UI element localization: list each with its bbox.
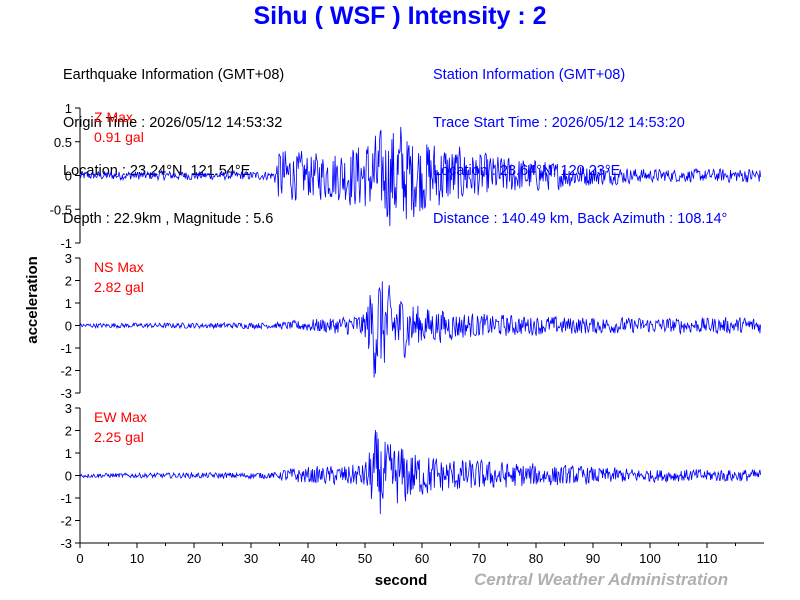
y-tick-label: 0 — [65, 469, 72, 484]
y-tick-label: -1 — [60, 491, 72, 506]
y-tick-label: -2 — [60, 364, 72, 379]
y-tick-label: 3 — [65, 251, 72, 266]
peak-value-ns: 2.82 gal — [94, 279, 144, 295]
trace-start-time: Trace Start Time : 2026/05/12 14:53:20 — [433, 115, 685, 131]
waveform-z — [79, 126, 761, 227]
station-info-heading: Station Information (GMT+08) — [433, 67, 626, 83]
earthquake-info-heading: Earthquake Information (GMT+08) — [63, 67, 285, 83]
distance-azimuth: Distance : 140.49 km, Back Azimuth : 108… — [433, 211, 728, 227]
component-label-z: Z Max — [94, 109, 133, 125]
component-label-ns: NS Max — [94, 259, 144, 275]
y-tick-label: 1 — [65, 446, 72, 461]
chart-title: Sihu ( WSF ) Intensity : 2 — [253, 2, 547, 30]
y-tick-label: 1 — [65, 101, 72, 116]
y-tick-label: 3 — [65, 401, 72, 416]
peak-value-z: 0.91 gal — [94, 129, 144, 145]
x-tick-label: 80 — [529, 551, 543, 566]
component-label-ew: EW Max — [94, 409, 147, 425]
agency-credit: Central Weather Administration — [474, 570, 729, 589]
y-axis-title: acceleration — [24, 256, 41, 344]
y-tick-label: 2 — [65, 424, 72, 439]
y-tick-label: 1 — [65, 296, 72, 311]
x-axis-title: second — [375, 572, 428, 589]
x-tick-label: 100 — [639, 551, 661, 566]
y-tick-label: 2 — [65, 274, 72, 289]
y-tick-label: -3 — [60, 386, 72, 401]
peak-value-ew: 2.25 gal — [94, 429, 144, 445]
waveform-ew — [79, 429, 761, 515]
y-tick-label: -2 — [60, 514, 72, 529]
x-tick-label: 60 — [415, 551, 429, 566]
x-tick-label: 70 — [472, 551, 486, 566]
x-tick-label: 20 — [187, 551, 201, 566]
x-tick-label: 10 — [130, 551, 144, 566]
y-tick-label: 0.5 — [54, 135, 72, 150]
x-tick-label: 30 — [244, 551, 258, 566]
x-tick-label: 90 — [586, 551, 600, 566]
x-tick-label: 40 — [301, 551, 315, 566]
depth-magnitude: Depth : 22.9km , Magnitude : 5.6 — [63, 211, 274, 227]
x-tick-label: 0 — [76, 551, 83, 566]
origin-time: Origin Time : 2026/05/12 14:53:32 — [63, 115, 283, 131]
y-tick-label: -1 — [60, 341, 72, 356]
x-tick-label: 110 — [697, 551, 718, 566]
y-tick-label: -3 — [60, 536, 72, 551]
x-tick-label: 50 — [358, 551, 372, 566]
y-tick-label: 0 — [65, 169, 72, 184]
y-tick-label: -1 — [60, 236, 72, 251]
waveform-ns — [79, 281, 761, 378]
y-tick-label: -0.5 — [50, 202, 72, 217]
y-tick-label: 0 — [65, 319, 72, 334]
